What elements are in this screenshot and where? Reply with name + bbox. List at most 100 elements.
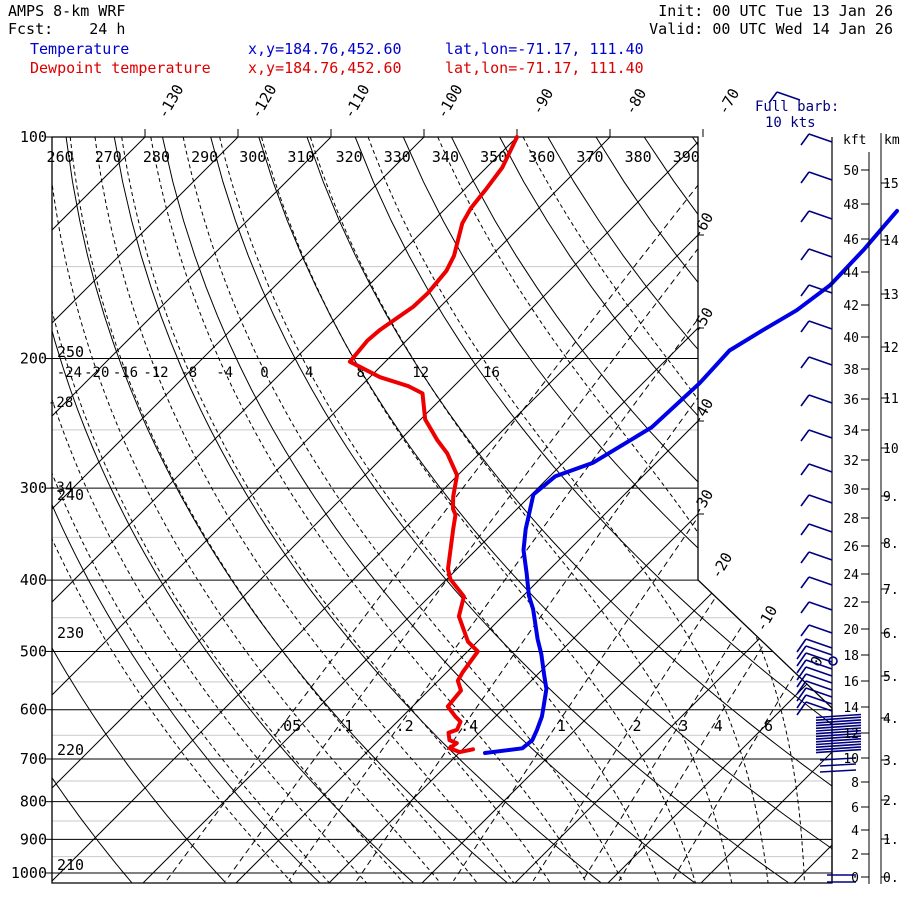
mixing-ratio-lines <box>165 137 832 882</box>
kft-scale-title: kft <box>843 133 867 148</box>
svg-text:11.: 11. <box>883 392 900 407</box>
barb-key-example-icon <box>768 91 801 104</box>
svg-text:900: 900 <box>20 830 47 848</box>
svg-text:360: 360 <box>528 148 555 166</box>
svg-text:-10: -10 <box>752 602 781 634</box>
svg-text:-120: -120 <box>247 81 281 121</box>
dewpoint-curve <box>347 135 519 755</box>
legend-temperature-xy: x,y=184.76,452.60 <box>248 40 402 58</box>
svg-text:22: 22 <box>843 596 859 611</box>
svg-text:-130: -130 <box>154 81 188 121</box>
isotherms <box>52 137 832 883</box>
svg-text:500: 500 <box>20 642 47 660</box>
calm-wind-circle <box>828 656 838 666</box>
svg-text:40: 40 <box>843 331 859 346</box>
temperature-curve <box>483 208 899 755</box>
km-scale-title: km <box>884 133 900 148</box>
svg-text:-28: -28 <box>48 395 73 411</box>
svg-text:-20: -20 <box>84 365 109 381</box>
plot-border <box>51 136 833 884</box>
svg-text:220: 220 <box>57 741 84 759</box>
svg-text:16: 16 <box>843 675 859 690</box>
km-scale: 15. 14. 13. 12. 11. 10. 9. 8. 7. 6. 5. 4. 3. 2. 1. 0. <box>880 133 900 886</box>
svg-text:16: 16 <box>483 365 500 381</box>
svg-text:-40: -40 <box>688 395 717 427</box>
svg-text:-12: -12 <box>143 365 168 381</box>
svg-text:15.: 15. <box>883 177 900 192</box>
svg-text:2: 2 <box>851 848 859 863</box>
svg-text:0: 0 <box>851 871 859 886</box>
svg-text:240: 240 <box>57 486 84 504</box>
svg-text:800: 800 <box>20 793 47 811</box>
svg-text:300: 300 <box>20 479 47 497</box>
svg-text:18: 18 <box>843 649 859 664</box>
svg-text:20: 20 <box>843 623 859 638</box>
plot-area <box>52 137 832 883</box>
valid-time: Valid: 00 UTC Wed 14 Jan 26 <box>649 20 893 38</box>
dry-adiabats <box>52 137 832 883</box>
axis-ticks <box>46 129 704 874</box>
svg-text:-8: -8 <box>180 365 197 381</box>
svg-text:-50: -50 <box>688 304 717 336</box>
svg-text:7.: 7. <box>883 583 899 598</box>
svg-text:10.: 10. <box>883 442 900 457</box>
barb-key-line2: 10 kts <box>765 115 816 131</box>
init-time: Init: 00 UTC Tue 13 Jan 26 <box>658 2 893 20</box>
svg-text:330: 330 <box>384 148 411 166</box>
svg-text:6.: 6. <box>883 627 899 642</box>
svg-text:1: 1 <box>557 717 566 735</box>
svg-text:600: 600 <box>20 701 47 719</box>
svg-text:9.: 9. <box>883 490 899 505</box>
svg-text:300: 300 <box>239 148 266 166</box>
svg-text:270: 270 <box>95 148 122 166</box>
svg-text:12: 12 <box>412 365 429 381</box>
svg-text:24: 24 <box>843 568 859 583</box>
svg-text:-34: -34 <box>48 480 73 496</box>
moist-adiabats <box>52 137 832 883</box>
svg-text:44: 44 <box>843 266 859 281</box>
svg-text:42: 42 <box>843 299 859 314</box>
barb-key-line1: Full barb: <box>755 99 840 115</box>
svg-text:100: 100 <box>20 128 47 146</box>
svg-text:-16: -16 <box>113 365 138 381</box>
svg-text:8.: 8. <box>883 537 899 552</box>
svg-text:370: 370 <box>576 148 603 166</box>
pressure-gridlines-major <box>52 137 832 874</box>
kft-scale: 5048464442403836343230282624222018161412… <box>843 152 870 886</box>
svg-text:6: 6 <box>851 801 859 816</box>
svg-text:390: 390 <box>673 148 700 166</box>
svg-text:-4: -4 <box>216 365 233 381</box>
svg-text:-20: -20 <box>707 549 736 581</box>
svg-text:-60: -60 <box>688 209 717 241</box>
svg-text:36: 36 <box>843 393 859 408</box>
svg-text:4.: 4. <box>883 712 899 727</box>
svg-text:10: 10 <box>843 752 859 767</box>
svg-text:4: 4 <box>305 365 313 381</box>
svg-text:34: 34 <box>843 424 859 439</box>
svg-text:4: 4 <box>714 717 723 735</box>
svg-text:32: 32 <box>843 454 859 469</box>
legend-temperature-label: Temperature <box>30 40 130 58</box>
svg-text:8: 8 <box>851 776 859 791</box>
legend-dewpoint-label: Dewpoint temperature <box>30 59 211 77</box>
svg-text:26: 26 <box>843 540 859 555</box>
svg-text:-24: -24 <box>57 365 82 381</box>
svg-text:280: 280 <box>143 148 170 166</box>
svg-text:-80: -80 <box>621 85 650 117</box>
svg-text:8: 8 <box>357 365 365 381</box>
svg-text:-100: -100 <box>433 81 467 121</box>
svg-text:0.: 0. <box>883 871 899 886</box>
legend-temperature-latlon: lat,lon=-71.17, 111.40 <box>445 40 644 58</box>
svg-text:210: 210 <box>57 856 84 874</box>
svg-text:260: 260 <box>47 148 74 166</box>
svg-text:14.: 14. <box>883 234 900 249</box>
svg-text:50: 50 <box>843 164 859 179</box>
svg-text:-110: -110 <box>340 81 374 121</box>
svg-text:-90: -90 <box>528 85 557 117</box>
svg-text:230: 230 <box>57 624 84 642</box>
svg-text:-70: -70 <box>714 85 743 117</box>
svg-text:0: 0 <box>260 365 268 381</box>
